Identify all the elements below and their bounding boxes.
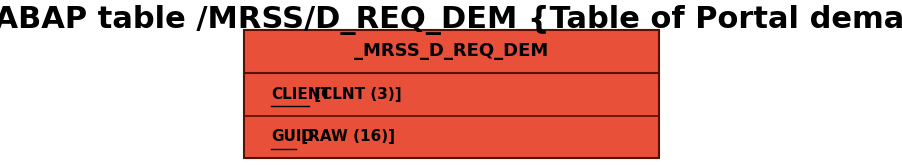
- Text: [CLNT (3)]: [CLNT (3)]: [308, 87, 401, 101]
- Text: SAP ABAP table /MRSS/D_REQ_DEM {Table of Portal demands}: SAP ABAP table /MRSS/D_REQ_DEM {Table of…: [0, 5, 902, 35]
- FancyBboxPatch shape: [244, 30, 658, 158]
- Text: GUID: GUID: [271, 130, 314, 144]
- Text: _MRSS_D_REQ_DEM: _MRSS_D_REQ_DEM: [354, 42, 548, 60]
- Text: [RAW (16)]: [RAW (16)]: [296, 130, 395, 144]
- Text: CLIENT: CLIENT: [271, 87, 330, 101]
